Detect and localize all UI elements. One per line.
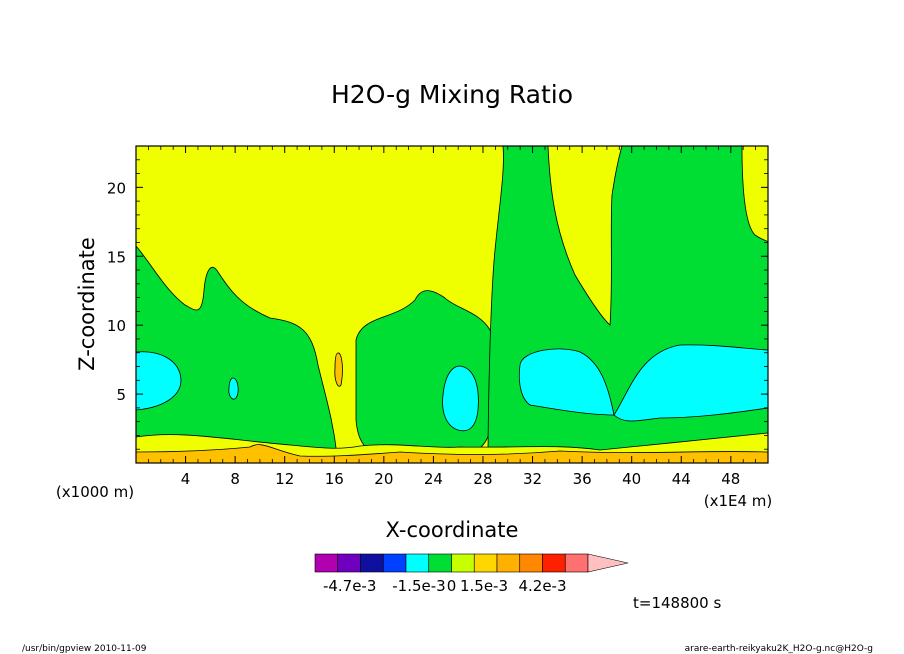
y-tick-label-2: 15 [107, 248, 126, 266]
x-unit-right: (x1E4 m) [704, 492, 773, 510]
colorbar-swatch-0 [314, 553, 339, 573]
x-tick-labels: 4 8 12 16 20 24 28 32 36 40 44 48 [181, 470, 741, 488]
y-tick-label-1: 10 [107, 317, 126, 335]
colorbar-extend-arrow [587, 553, 629, 573]
colorbar-label-1: -1.5e-3 [392, 577, 445, 595]
x-tick-label-0: 4 [181, 470, 191, 488]
plot-area [135, 145, 769, 464]
x-tick-label-8: 36 [573, 470, 592, 488]
x-tick-label-3: 16 [325, 470, 344, 488]
colorbar-label-3: 1.5e-3 [460, 577, 508, 595]
time-label: t=148800 s [633, 594, 721, 612]
colorbar-swatch-1 [337, 553, 361, 573]
y-axis-label: Z-coordinate [75, 237, 99, 371]
colorbar-swatch-5 [428, 553, 452, 573]
core-left [135, 351, 182, 411]
colorbar-swatch-11 [564, 553, 589, 573]
core-middle [442, 365, 479, 432]
colorbar-label-0: -4.7e-3 [323, 577, 376, 595]
x-axis-label: X-coordinate [386, 518, 519, 542]
colorbar-labels: -4.7e-3 -1.5e-3 0 1.5e-3 4.2e-3 [323, 577, 567, 595]
colorbar-swatch-10 [542, 553, 566, 573]
footer-right: arare-earth-reikyaku2K_H2O-g.nc@H2O-g [685, 644, 873, 654]
x-tick-label-2: 12 [275, 470, 294, 488]
colorbar-swatch-2 [360, 553, 384, 573]
chart-title: H2O-g Mixing Ratio [331, 80, 573, 109]
colorbar-swatch-9 [519, 553, 543, 573]
x-tick-label-6: 28 [473, 470, 492, 488]
colorbar-label-2: 0 [447, 577, 457, 595]
colorbar-swatch-7 [473, 553, 498, 573]
y-tick-labels: 5 10 15 20 [107, 179, 126, 404]
colorbar-swatch-4 [405, 553, 430, 573]
colorbar-swatch-8 [496, 553, 521, 573]
axis-ticks [136, 146, 768, 463]
x-tick-label-10: 44 [672, 470, 691, 488]
x-tick-label-7: 32 [523, 470, 542, 488]
core-small [228, 377, 239, 400]
plot-frame [135, 145, 769, 464]
colorbar-label-4: 4.2e-3 [518, 577, 566, 595]
y-tick-label-3: 20 [107, 179, 126, 197]
footer-left: /usr/bin/gpview 2010-11-09 [22, 644, 147, 654]
surface-orange [135, 444, 769, 464]
x-tick-label-5: 24 [424, 470, 443, 488]
moist-band-left [135, 244, 338, 464]
x-tick-label-11: 48 [721, 470, 740, 488]
yellow-blob [334, 352, 343, 387]
x-unit-left: (x1000 m) [56, 483, 134, 501]
colorbar [314, 553, 629, 573]
colorbar-swatch-3 [382, 553, 407, 573]
x-tick-label-4: 20 [374, 470, 393, 488]
colorbar-swatch-6 [451, 553, 475, 573]
x-tick-label-1: 8 [230, 470, 240, 488]
x-tick-label-9: 40 [622, 470, 641, 488]
y-tick-label-0: 5 [116, 386, 126, 404]
